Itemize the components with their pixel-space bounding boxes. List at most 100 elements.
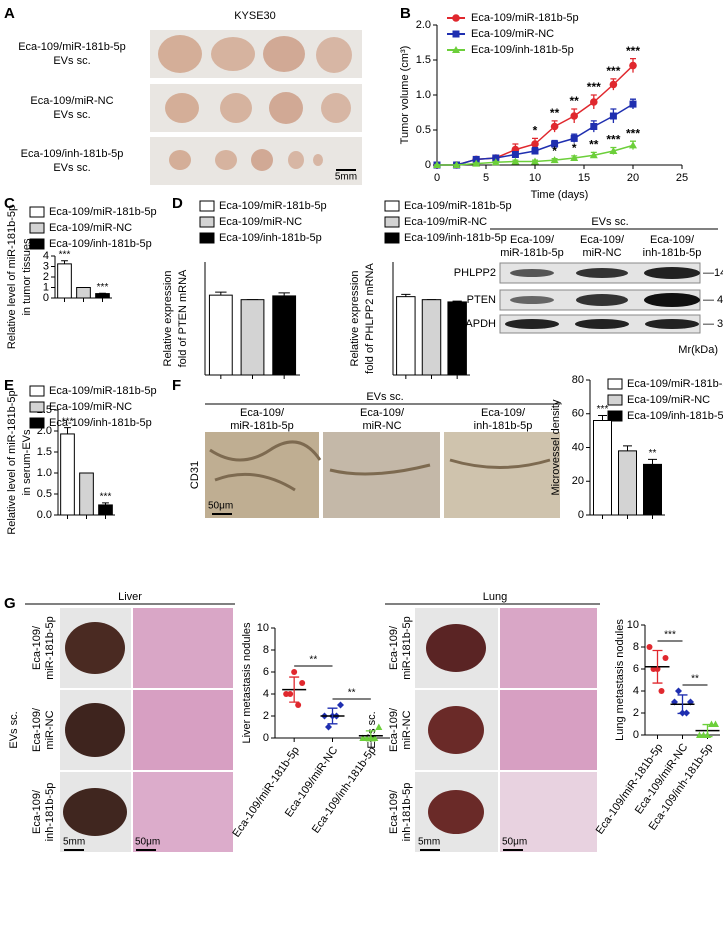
point (646, 644, 653, 650)
error-bar (278, 292, 290, 296)
row-label: EVs sc. (53, 109, 90, 121)
bar (95, 293, 110, 299)
bar (396, 296, 416, 376)
legend-swatch (199, 216, 215, 228)
point (337, 701, 344, 709)
y-axis-label: in serum-EVs (21, 429, 33, 496)
y-tick-label: 2.0 (416, 19, 431, 31)
sd-bar (327, 707, 338, 725)
row-label: Eca-109/ (388, 625, 400, 670)
sd-bar (677, 694, 688, 715)
marker (472, 159, 481, 167)
legend-label: Eca-109/miR-NC (49, 222, 132, 234)
x-tick-label: 25 (676, 172, 688, 184)
scale-label: 5mm (335, 172, 357, 183)
y-tick-label: 60 (572, 408, 584, 420)
marker (590, 123, 598, 130)
y-axis-label: Microvessel density (550, 399, 562, 495)
column-label: Eca-109/ (650, 234, 695, 246)
marker (609, 80, 618, 89)
row-label: Eca-109/ (388, 707, 400, 752)
row-label: Eca-109/ (31, 707, 43, 752)
legend-swatch (384, 232, 400, 244)
row-label: miR-NC (44, 710, 56, 749)
marker (570, 112, 578, 120)
y-tick-label: 1.0 (37, 467, 52, 479)
column-label: Eca-109/ (360, 407, 405, 419)
x-axis-label: Time (days) (531, 189, 589, 201)
mw-unit: Mr(kDa) (678, 344, 718, 356)
error-bar (64, 427, 71, 434)
y-tick-label: 0.0 (37, 509, 52, 521)
group-label: EVs sc. (8, 711, 20, 748)
significance: *** (626, 44, 640, 58)
significance: *** (97, 282, 109, 293)
y-tick-label: 2 (263, 710, 269, 722)
y-tick-label: 1.5 (416, 54, 431, 66)
y-axis-label: Relative expression (349, 271, 361, 367)
marker (590, 98, 598, 106)
bar (240, 299, 265, 376)
marker (550, 156, 559, 164)
legend-label: Eca-109/miR-181b-5p (627, 378, 723, 390)
y-tick-label: 4 (633, 685, 639, 697)
significance: *** (587, 80, 601, 94)
significance: *** (59, 249, 71, 260)
legend-swatch (199, 232, 215, 244)
legend-swatch (29, 401, 45, 413)
scale-label: 5mm (418, 837, 440, 848)
x-tick-label: 10 (529, 172, 541, 184)
panel-title: KYSE30 (234, 10, 276, 22)
scale-label: 5mm (63, 837, 85, 848)
legend-label: Eca-109/miR-NC (49, 401, 132, 413)
protein-label: PHLPP2 (454, 267, 496, 279)
marker (531, 157, 539, 165)
legend-swatch (29, 417, 45, 429)
y-tick-label: 40 (572, 441, 584, 453)
legend-label: Eca-109/miR-181b-5p (49, 385, 157, 397)
column-label: miR-181b-5p (230, 420, 294, 432)
marker (433, 161, 441, 168)
legend-swatch (607, 394, 623, 406)
y-tick-label: 6 (263, 666, 269, 678)
legend-label: Eca-109/inh-181b-5p (219, 232, 322, 244)
y-tick-label: 6 (633, 663, 639, 675)
y-tick-label: 10 (257, 622, 269, 634)
y-axis-label: Tumor volume (cm³) (399, 46, 411, 145)
point (287, 691, 294, 697)
significance: ** (570, 94, 580, 108)
row-label: CD31 (189, 461, 201, 489)
row-label: EVs sc. (53, 162, 90, 174)
legend-swatch (29, 385, 45, 397)
legend-label: Eca-109/miR-181b-5p (49, 206, 157, 218)
legend-label: Eca-109/miR-181b-5p (219, 200, 327, 212)
panel-label: C (4, 195, 15, 212)
significance: *** (606, 64, 620, 78)
tumor-photos (150, 30, 362, 185)
bar (643, 463, 662, 516)
error-bar (215, 291, 227, 296)
legend-swatch (29, 206, 45, 218)
y-tick-label: 0 (578, 509, 584, 521)
significance: ** (309, 655, 317, 666)
x-tick-label: 20 (627, 172, 639, 184)
y-axis-label: fold of PTEN mRNA (177, 269, 189, 367)
sd-bar (365, 730, 376, 742)
marker (452, 14, 460, 22)
y-tick-label: 8 (263, 644, 269, 656)
bar (79, 472, 94, 516)
row-label: Eca-109/miR-NC (30, 95, 113, 107)
point (291, 669, 298, 675)
marker (570, 154, 579, 161)
row-label: miR-181b-5p (44, 616, 56, 680)
panel-label: A (4, 5, 15, 22)
error-bar (648, 458, 657, 465)
panel-label: G (4, 595, 16, 612)
bar (57, 263, 72, 299)
y-tick-label: 80 (572, 374, 584, 386)
y-tick-label: 3 (43, 260, 49, 272)
column-label: inh-181b-5p (474, 420, 533, 432)
significance: *** (62, 416, 74, 427)
y-tick-label: 4 (43, 250, 49, 262)
y-tick-label: 0 (263, 732, 269, 744)
